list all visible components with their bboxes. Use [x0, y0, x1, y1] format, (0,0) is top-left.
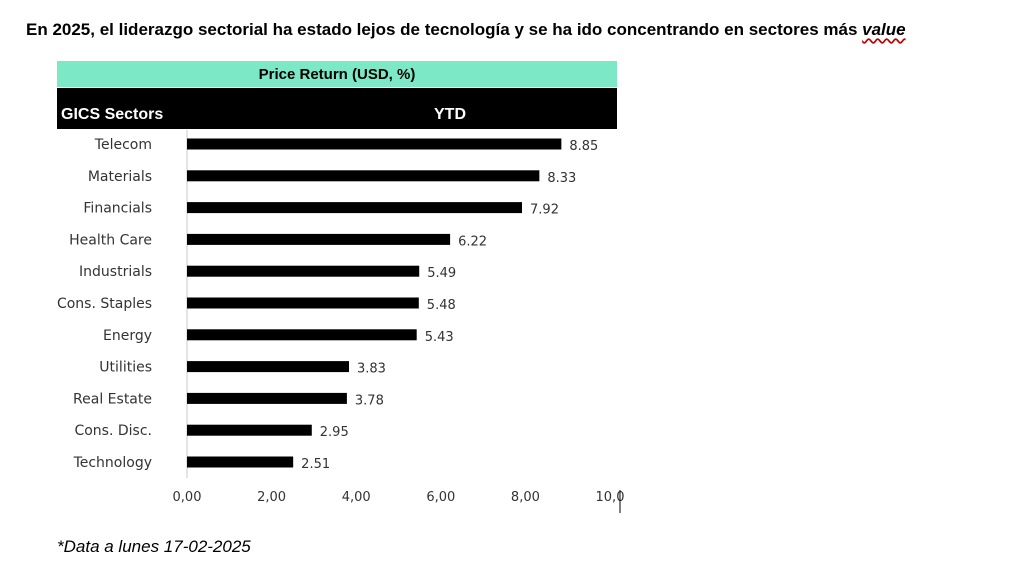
bar — [187, 424, 312, 436]
data-label: 2.95 — [320, 425, 349, 440]
x-tick-label: 8,00 — [511, 490, 540, 505]
category-label: Health Care — [69, 232, 152, 248]
sectors-column-label: GICS Sectors — [61, 106, 164, 123]
data-label: 6.22 — [458, 234, 487, 249]
data-label: 5.48 — [427, 298, 456, 313]
ytd-column-label: YTD — [434, 106, 466, 123]
bar — [187, 233, 451, 245]
category-label: Utilities — [99, 360, 152, 376]
table-header-label: Price Return (USD, %) — [258, 65, 416, 83]
data-label: 8.33 — [547, 171, 576, 186]
category-label: Financials — [83, 201, 152, 217]
data-label: 3.83 — [357, 362, 386, 377]
slide-title: En 2025, el liderazgo sectorial ha estad… — [26, 20, 1016, 40]
category-label: Real Estate — [73, 391, 152, 407]
data-label: 5.49 — [427, 266, 456, 281]
bar — [187, 361, 350, 373]
bar — [187, 138, 562, 150]
title-emphasis: value — [862, 20, 906, 39]
data-label: 5.43 — [425, 330, 454, 345]
category-label: Telecom — [94, 137, 152, 153]
category-label: Technology — [73, 455, 152, 471]
category-label: Materials — [88, 169, 152, 185]
bar — [187, 329, 417, 341]
category-label: Cons. Disc. — [74, 423, 152, 439]
x-tick-label: 10,0 — [596, 490, 625, 505]
data-label: 3.78 — [355, 393, 384, 408]
x-tick-label: 0,00 — [173, 490, 202, 505]
bar — [187, 456, 294, 468]
data-label: 2.51 — [301, 457, 330, 472]
data-label: 8.85 — [569, 139, 598, 154]
bar — [187, 392, 347, 404]
title-text: En 2025, el liderazgo sectorial ha estad… — [26, 20, 863, 39]
bar — [187, 202, 523, 214]
x-tick-label: 6,00 — [426, 490, 455, 505]
x-tick-label: 4,00 — [342, 490, 371, 505]
category-label: Industrials — [79, 264, 152, 280]
x-tick-label: 2,00 — [257, 490, 286, 505]
category-label: Cons. Staples — [57, 296, 152, 312]
bar — [187, 170, 540, 182]
data-label: 7.92 — [530, 203, 559, 218]
table-header-band: Price Return (USD, %) — [57, 61, 617, 87]
bar — [187, 297, 419, 309]
footnote: *Data a lunes 17-02-2025 — [57, 537, 251, 556]
column-header-row: GICS Sectors YTD — [57, 88, 617, 129]
category-label: Energy — [103, 328, 152, 344]
bar — [187, 265, 420, 277]
